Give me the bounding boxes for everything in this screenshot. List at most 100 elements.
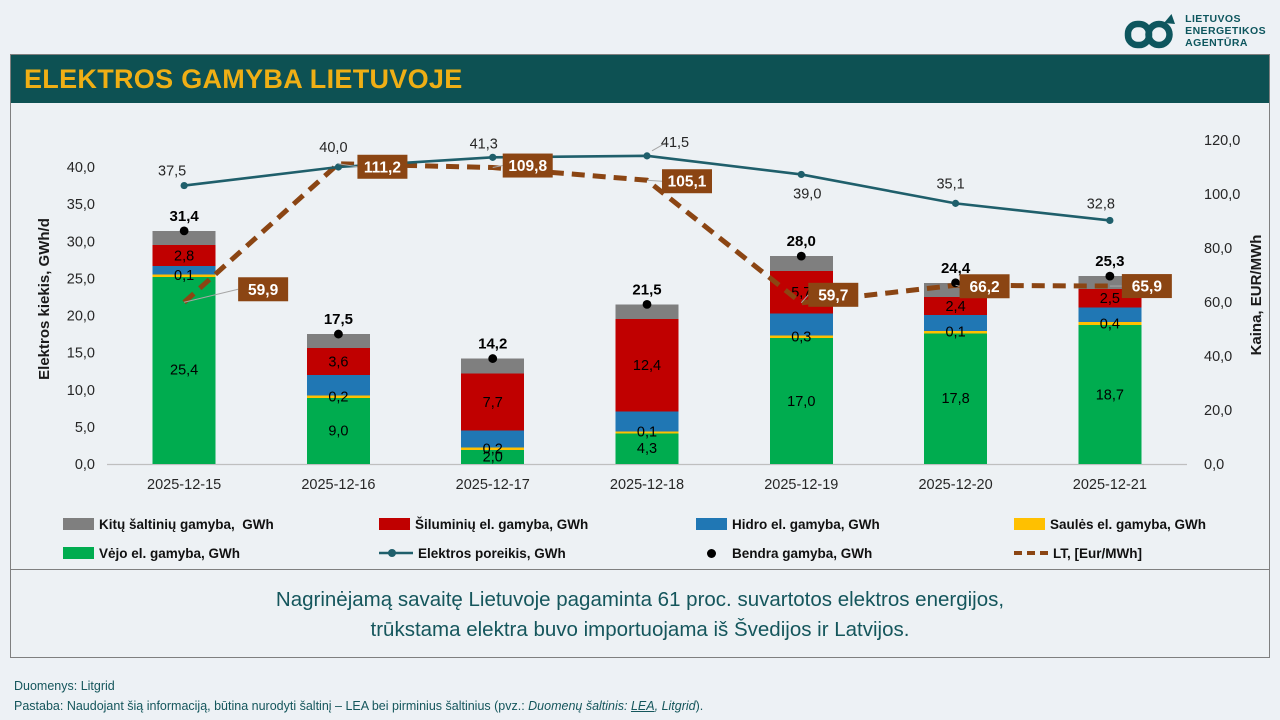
bar-segment	[306, 348, 370, 375]
legend-item: Šiluminių el. gamyba, GWh	[379, 514, 588, 534]
svg-text:0,4: 0,4	[1100, 317, 1120, 333]
svg-text:10,0: 10,0	[67, 383, 95, 399]
legend-swatch-icon	[696, 548, 727, 558]
bar-segment	[461, 449, 525, 464]
svg-text:20,0: 20,0	[67, 309, 95, 325]
bar-segment	[615, 304, 679, 320]
x-axis-labels: 2025-12-15 2025-12-16 2025-12-17 2025-12-18…	[147, 477, 1147, 493]
svg-text:2,8: 2,8	[174, 248, 194, 264]
svg-text:Elektros kiekis, GWh/d: Elektros kiekis, GWh/d	[36, 218, 53, 380]
svg-text:25,4: 25,4	[170, 363, 198, 379]
bar-segment	[306, 374, 370, 396]
svg-text:2025-12-16: 2025-12-16	[301, 477, 375, 493]
svg-text:32,8: 32,8	[1087, 196, 1115, 212]
svg-text:0,1: 0,1	[945, 324, 965, 340]
bar-segment	[924, 331, 988, 464]
svg-text:66,2: 66,2	[969, 279, 999, 296]
note-line-1: Nagrinėjamą savaitę Lietuvoje pagaminta …	[275, 588, 1005, 611]
legend-item-label: LT, [Eur/MWh]	[1053, 545, 1142, 561]
svg-text:21,5: 21,5	[632, 281, 661, 298]
legend-item: Vėjo el. gamyba, GWh	[63, 543, 240, 563]
logo-line-2: ENERGETIKOS	[1185, 25, 1266, 37]
bar-segment	[306, 334, 370, 349]
price-label-box	[808, 282, 859, 307]
svg-text:65,9: 65,9	[1132, 279, 1163, 296]
svg-text:40,0: 40,0	[319, 140, 347, 156]
svg-text:7,7: 7,7	[483, 395, 503, 411]
axes: 0,0 5,0 10,0 15,0 20,0 25,0 30,0 35,0 40,0 0,0 20,…	[36, 133, 1265, 473]
svg-text:60,0: 60,0	[1204, 295, 1232, 311]
bar-segment	[1078, 307, 1142, 323]
svg-text:30,0: 30,0	[67, 234, 95, 250]
price-label-box	[1121, 274, 1172, 299]
chart-canvas: 0,0 5,0 10,0 15,0 20,0 25,0 30,0 35,0 40,0 0,0 20,…	[36, 133, 1265, 493]
svg-text:111,2: 111,2	[364, 159, 401, 176]
svg-text:Kaina, EUR/MWh: Kaina, EUR/MWh	[1248, 235, 1265, 356]
svg-text:105,1: 105,1	[668, 174, 707, 191]
note-line-2: trūkstama elektra buvo importuojama iš Š…	[370, 618, 910, 641]
svg-text:2025-12-18: 2025-12-18	[610, 477, 684, 493]
price-label-box	[238, 277, 289, 302]
page-title: ELEKTROS GAMYBA LIETUVOJE	[24, 63, 463, 94]
bar-segment	[924, 296, 988, 315]
bar-segment	[769, 335, 833, 338]
footer-note-italic: Duomenų šaltinis:	[528, 699, 631, 713]
lea-logo-text: LIETUVOS ENERGETIKOS AGENTŪRA	[1185, 13, 1266, 49]
legend-item: Kitų šaltinių gamyba, GWh	[63, 514, 274, 534]
bar-labels: 25,40,12,89,00,23,62,00,27,74,30,112,417…	[170, 248, 1124, 465]
svg-text:120,0: 120,0	[1204, 133, 1240, 149]
svg-text:35,1: 35,1	[936, 176, 964, 192]
chart-area: 0,0 5,0 10,0 15,0 20,0 25,0 30,0 35,0 40,0 0,0 20,…	[11, 103, 1269, 505]
legend-swatch-icon	[379, 549, 413, 557]
svg-text:2025-12-15: 2025-12-15	[147, 477, 221, 493]
svg-text:59,9: 59,9	[248, 282, 279, 299]
demand-labels: 37,5 40,0 41,3 41,5 39,0 35,1 32,8	[158, 135, 1115, 213]
svg-text:9,0: 9,0	[328, 424, 348, 440]
bar-segment	[924, 331, 988, 334]
bar-segment	[152, 265, 216, 275]
bar-segment	[615, 319, 679, 412]
report-panel: ELEKTROS GAMYBA LIETUVOJE 0,0 5,0 10,0 15,0…	[10, 54, 1270, 658]
svg-text:2025-12-19: 2025-12-19	[764, 477, 838, 493]
title-bar: ELEKTROS GAMYBA LIETUVOJE	[11, 55, 1269, 103]
legend-item: LT, [Eur/MWh]	[1014, 543, 1142, 563]
svg-text:3,6: 3,6	[328, 355, 348, 371]
svg-text:5,0: 5,0	[75, 420, 95, 436]
bar-segment	[1078, 325, 1142, 464]
svg-text:100,0: 100,0	[1204, 187, 1240, 203]
logo-line-3: AGENTŪRA	[1185, 37, 1248, 49]
svg-text:41,3: 41,3	[470, 136, 498, 152]
svg-text:2025-12-21: 2025-12-21	[1073, 477, 1147, 493]
footer-note-prefix: Pastaba: Naudojant šią informaciją, būti…	[14, 699, 529, 713]
footer-note-suffix: ).	[695, 699, 704, 713]
svg-text:28,0: 28,0	[787, 233, 816, 250]
totals: 31,4 17,5 14,2 21,5 28,0 24,4 25,3	[170, 208, 1124, 363]
lea-link[interactable]: LEA	[630, 699, 655, 713]
legend-item: Saulės el. gamyba, GWh	[1014, 514, 1206, 534]
svg-text:14,2: 14,2	[478, 336, 507, 353]
bar-segment	[615, 431, 679, 434]
footer-note: Pastaba: Naudojant šią informaciją, būti…	[14, 696, 703, 716]
svg-text:25,3: 25,3	[1095, 253, 1124, 270]
bar-segment	[769, 337, 833, 464]
lea-logo: LIETUVOS ENERGETIKOS AGENTŪRA	[1124, 12, 1266, 50]
svg-text:35,0: 35,0	[67, 197, 95, 213]
legend-item-label: Elektros poreikis, GWh	[418, 545, 566, 561]
bar-segment	[461, 373, 525, 431]
svg-text:40,0: 40,0	[1204, 349, 1232, 365]
svg-text:31,4: 31,4	[170, 208, 200, 225]
price-label-box	[357, 154, 408, 179]
svg-text:59,7: 59,7	[818, 287, 848, 304]
bar-segment	[769, 256, 833, 271]
svg-text:0,1: 0,1	[174, 268, 194, 284]
bar-segment	[152, 230, 216, 245]
bar-segment	[615, 432, 679, 464]
svg-text:109,8: 109,8	[508, 158, 547, 175]
svg-text:25,0: 25,0	[67, 271, 95, 287]
svg-text:20,0: 20,0	[1204, 403, 1232, 419]
bar-segment	[461, 430, 525, 448]
legend-item: Hidro el. gamyba, GWh	[696, 514, 880, 534]
svg-text:0,0: 0,0	[1204, 457, 1224, 473]
svg-text:17,5: 17,5	[324, 311, 353, 328]
